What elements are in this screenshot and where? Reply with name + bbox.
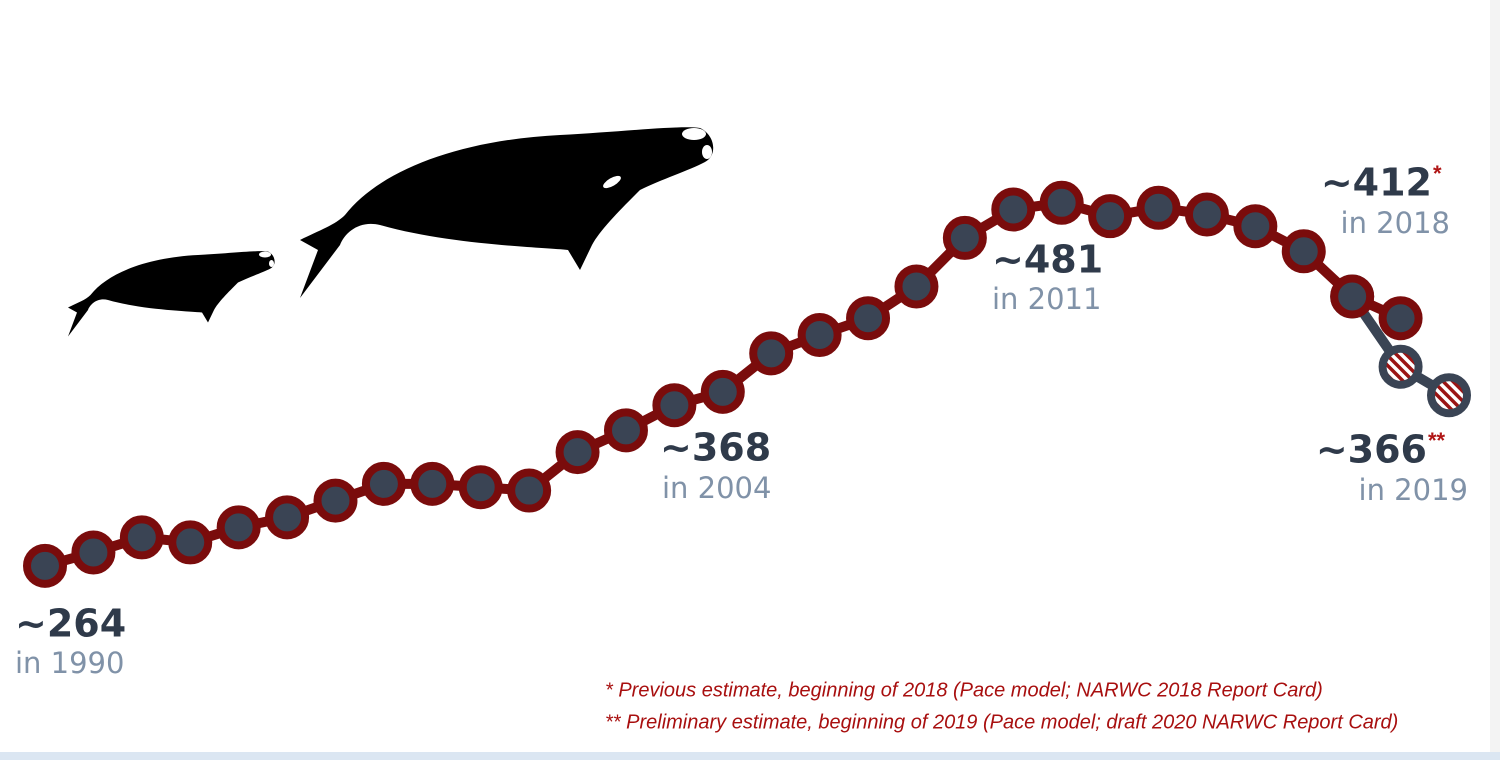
data-point <box>119 515 164 560</box>
footnote: * Previous estimate, beginning of 2018 (… <box>605 679 1323 701</box>
data-point <box>216 505 261 550</box>
data-point <box>749 331 794 376</box>
data-point <box>894 264 939 309</box>
data-point <box>265 495 310 540</box>
data-point <box>1427 373 1471 418</box>
annotation-note: in 1990 <box>15 646 124 680</box>
footnote: ** Preliminary estimate, beginning of 20… <box>605 711 1398 733</box>
annotation-value: ~368 <box>660 426 771 470</box>
annotation-value: ~366 <box>1316 428 1427 472</box>
data-point <box>1136 185 1181 230</box>
data-point <box>507 468 552 513</box>
data-point <box>23 543 67 588</box>
data-point <box>168 520 213 565</box>
data-point <box>313 478 358 523</box>
data-point <box>652 383 697 428</box>
data-point <box>1281 229 1326 274</box>
data-point <box>846 296 891 341</box>
data-point <box>1330 274 1375 319</box>
data-point <box>555 430 600 475</box>
data-point <box>1039 180 1084 225</box>
data-point <box>1378 344 1423 389</box>
data-point <box>942 215 987 260</box>
data-point <box>410 461 455 506</box>
data-point <box>1184 192 1229 237</box>
annotation-value: ~264 <box>15 602 126 646</box>
annotation-value: ~412 <box>1321 161 1432 205</box>
data-point <box>991 187 1036 232</box>
annotation-flag: * <box>1433 161 1442 186</box>
data-point <box>71 530 116 575</box>
right-strip <box>1490 0 1500 752</box>
data-point <box>1088 194 1133 239</box>
data-point <box>603 408 648 453</box>
annotation-value: ~481 <box>992 238 1103 282</box>
data-point <box>458 465 503 510</box>
data-point <box>361 461 406 506</box>
annotation-note: in 2018 <box>1341 206 1450 240</box>
whale-large <box>300 127 714 298</box>
data-point <box>1378 296 1423 341</box>
data-point <box>1233 204 1278 249</box>
annotation-note: in 2019 <box>1359 473 1468 507</box>
annotation-note: in 2004 <box>662 471 771 505</box>
bottom-strip <box>0 752 1500 760</box>
annotation-flag: ** <box>1428 428 1446 453</box>
annotation-note: in 2011 <box>992 282 1101 316</box>
data-point <box>700 369 745 414</box>
data-point <box>797 312 842 357</box>
whale-small <box>68 251 275 337</box>
